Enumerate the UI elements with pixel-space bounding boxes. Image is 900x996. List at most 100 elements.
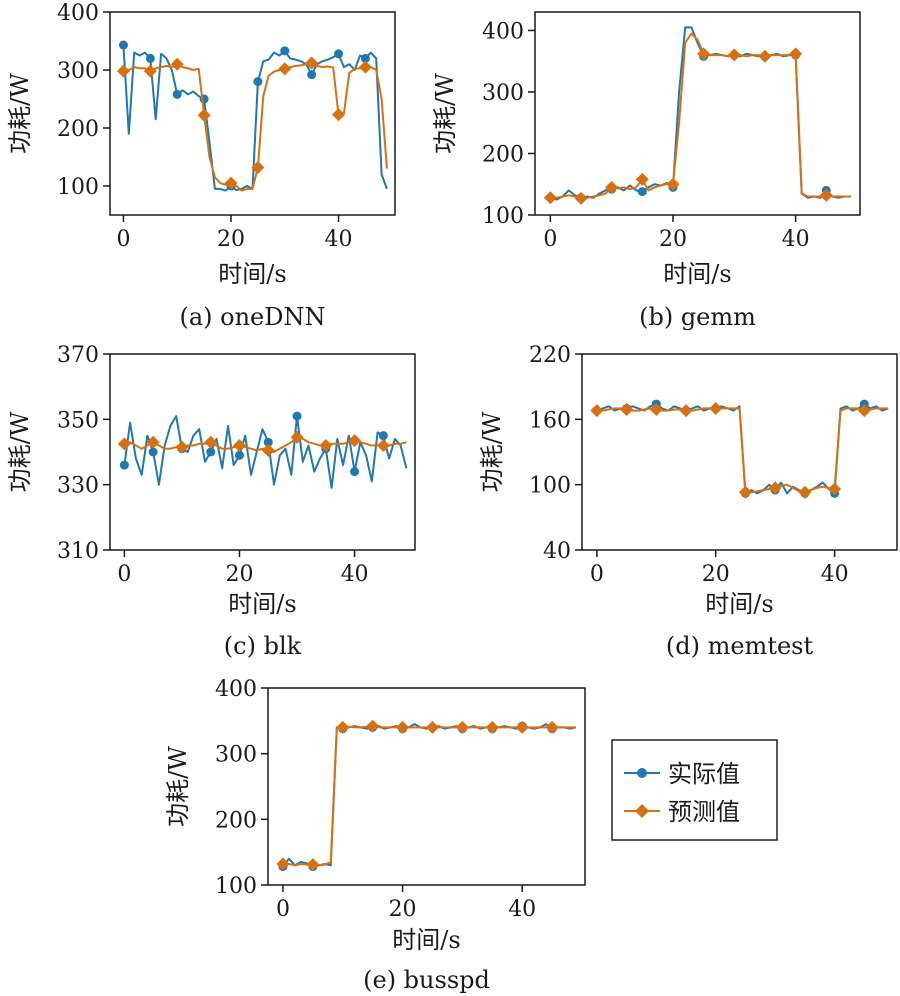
actual-series-line — [123, 415, 408, 489]
predicted-point — [396, 720, 410, 734]
actual-series-line — [282, 723, 577, 868]
chart-caption: (b) gemm — [639, 303, 756, 331]
predicted-point — [332, 108, 346, 122]
predicted-point — [197, 108, 211, 122]
chart-panel-2: 310 330 350 370 0 20 40 时间/s 功耗/W (c) blk — [6, 343, 416, 660]
predicted-point — [666, 177, 680, 191]
legend-frame — [611, 739, 778, 841]
predicted-point — [319, 438, 333, 452]
y-tick-label: 400 — [57, 1, 99, 26]
x-axis-label: 时间/s — [392, 926, 460, 954]
predicted-point — [543, 191, 557, 205]
x-tick-label: 40 — [508, 897, 536, 922]
predicted-point — [278, 62, 292, 76]
x-axis-label: 时间/s — [218, 260, 286, 288]
x-tick-label: 40 — [821, 562, 849, 587]
predicted-point — [143, 64, 157, 78]
actual-point — [206, 447, 216, 457]
x-axis-label: 时间/s — [228, 590, 296, 618]
predicted-point — [348, 434, 362, 448]
predicted-point — [224, 176, 238, 190]
actual-point — [263, 437, 273, 447]
actual-point — [637, 187, 647, 197]
predicted-point — [727, 48, 741, 62]
y-tick-label: 370 — [57, 343, 99, 368]
actual-point — [292, 411, 302, 421]
predicted-point — [819, 188, 833, 202]
y-tick-label: 100 — [215, 874, 257, 899]
x-axis-label: 时间/s — [663, 260, 731, 288]
x-axis-label: 时间/s — [705, 590, 773, 618]
chart-panel-1: 100 200 300 400 0 20 40 时间/s 功耗/W (b) gemm — [431, 11, 861, 331]
chart-panel-3: 40 100 160 220 0 20 40 时间/s 功耗/W (d) memtest — [478, 343, 898, 660]
predicted-point — [170, 57, 184, 71]
y-tick-label: 350 — [57, 408, 99, 433]
predicted-point — [697, 47, 711, 61]
actual-point — [118, 40, 128, 50]
predicted-point — [768, 481, 782, 495]
x-tick-label: 40 — [325, 227, 353, 252]
y-tick-label: 100 — [529, 474, 571, 499]
actual-point — [148, 447, 158, 457]
predicted-series-line — [550, 32, 851, 200]
actual-point — [859, 399, 869, 409]
predicted-series-line — [283, 725, 576, 867]
actual-series-line — [122, 45, 388, 192]
actual-point — [253, 77, 263, 87]
predicted-point — [455, 720, 469, 734]
y-tick-label: 200 — [57, 117, 99, 142]
y-tick-label: 200 — [215, 808, 257, 833]
predicted-point — [336, 720, 350, 734]
legend-predicted-marker — [635, 804, 649, 818]
predicted-point — [204, 435, 218, 449]
x-tick-label: 20 — [659, 227, 687, 252]
predicted-point — [376, 438, 390, 452]
actual-point — [172, 89, 182, 99]
y-axis-label: 功耗/W — [164, 746, 192, 827]
predicted-point — [857, 404, 871, 418]
predicted-point — [738, 485, 752, 499]
x-tick-label: 0 — [116, 227, 130, 252]
x-tick-label: 0 — [543, 227, 557, 252]
y-tick-label: 200 — [482, 142, 524, 167]
chart-panel-4: 100 200 300 400 0 20 40 时间/s 功耗/W (e) busspd — [164, 677, 586, 994]
actual-point — [234, 450, 244, 460]
x-tick-label: 0 — [117, 562, 131, 587]
legend: 实际值 预测值 — [611, 739, 778, 841]
x-tick-label: 0 — [276, 897, 290, 922]
y-tick-label: 220 — [529, 343, 571, 368]
y-tick-label: 100 — [482, 204, 524, 229]
predicted-point — [798, 485, 812, 499]
y-tick-label: 300 — [215, 743, 257, 768]
y-tick-label: 330 — [57, 474, 99, 499]
predicted-point — [305, 56, 319, 70]
predicted-point — [232, 438, 246, 452]
axes-frame — [109, 353, 416, 551]
y-tick-label: 160 — [529, 408, 571, 433]
actual-point — [119, 460, 129, 470]
x-tick-label: 0 — [590, 562, 604, 587]
predicted-point — [366, 719, 380, 733]
predicted-point — [261, 443, 275, 457]
predicted-point — [709, 401, 723, 415]
predicted-point — [605, 180, 619, 194]
chart-panel-0: 100 200 300 400 0 20 40 时间/s 功耗/W (a) oneDNN — [6, 1, 396, 331]
actual-point — [307, 70, 317, 80]
axes-frame — [267, 687, 586, 886]
y-axis-label: 功耗/W — [478, 411, 506, 492]
actual-point — [334, 49, 344, 59]
y-axis-label: 功耗/W — [431, 73, 459, 154]
actual-point — [350, 467, 360, 477]
predicted-point — [620, 403, 634, 417]
y-tick-label: 400 — [482, 19, 524, 44]
predicted-point — [649, 403, 663, 417]
predicted-point — [117, 437, 131, 451]
chart-caption: (e) busspd — [363, 966, 490, 994]
predicted-point — [515, 720, 529, 734]
predicted-point — [175, 440, 189, 454]
legend-actual-label: 实际值 — [668, 760, 740, 788]
predicted-point — [358, 60, 372, 74]
y-tick-label: 40 — [543, 539, 571, 564]
actual-point — [360, 53, 370, 63]
